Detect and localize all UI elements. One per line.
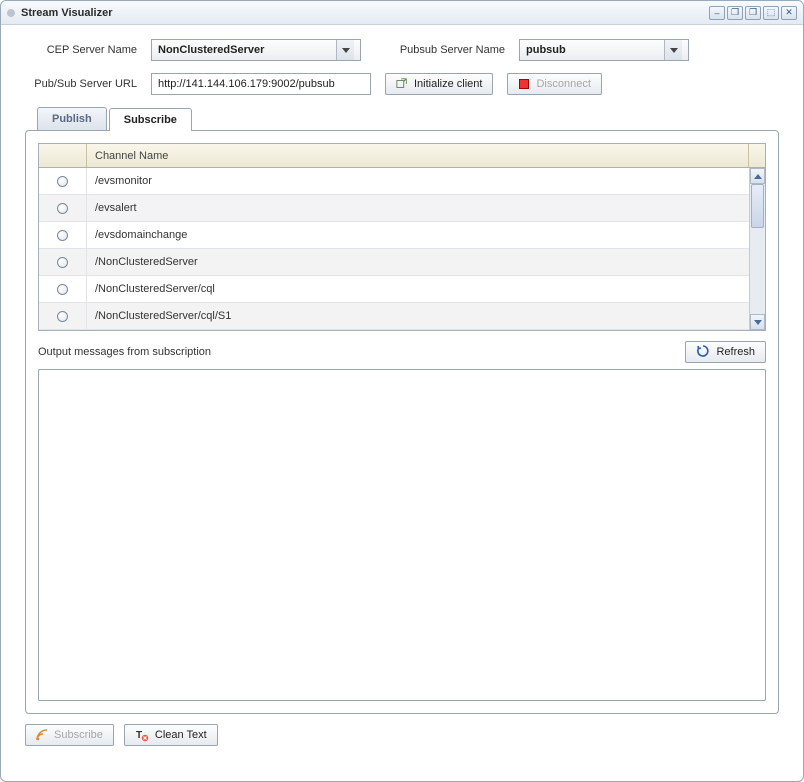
tab-panel-subscribe: Channel Name /evsmonitor/evsalert/evsdom… [25, 130, 779, 714]
table-header-channel: Channel Name [87, 144, 749, 167]
window: Stream Visualizer – ❐ ❐ ⬚ ✕ CEP Server N… [0, 0, 804, 782]
tab-publish[interactable]: Publish [37, 107, 107, 130]
subscribe-label: Subscribe [54, 729, 103, 741]
row-radio-cell[interactable] [39, 222, 87, 248]
refresh-button[interactable]: Refresh [685, 341, 766, 363]
clean-text-button[interactable]: T Clean Text [124, 724, 218, 746]
window-controls: – ❐ ❐ ⬚ ✕ [709, 6, 797, 20]
output-header-row: Output messages from subscription Refres… [38, 341, 766, 363]
stop-icon [518, 78, 530, 90]
table-row[interactable]: /NonClusteredServer [39, 249, 765, 276]
scroll-down-icon[interactable] [750, 314, 765, 330]
row-radio-cell[interactable] [39, 249, 87, 275]
channel-name-cell: /NonClusteredServer [87, 256, 765, 268]
pubsub-server-label: Pubsub Server Name [375, 44, 505, 56]
disconnect-button[interactable]: Disconnect [507, 73, 601, 95]
subscribe-button[interactable]: Subscribe [25, 724, 114, 746]
titlebar: Stream Visualizer – ❐ ❐ ⬚ ✕ [1, 1, 803, 25]
form-row-url: Pub/Sub Server URL http://141.144.106.17… [21, 73, 783, 95]
output-label: Output messages from subscription [38, 346, 211, 358]
close-icon[interactable]: ✕ [781, 6, 797, 20]
table-row[interactable]: /evsdomainchange [39, 222, 765, 249]
channel-name-cell: /NonClusteredServer/cql/S1 [87, 310, 765, 322]
vertical-scrollbar[interactable] [749, 168, 765, 330]
refresh-icon [696, 344, 710, 361]
pubsub-server-value: pubsub [526, 44, 664, 56]
radio-icon[interactable] [57, 284, 68, 295]
channel-name-cell: /evsmonitor [87, 175, 765, 187]
url-label: Pub/Sub Server URL [21, 78, 137, 90]
table-header-row: Channel Name [39, 144, 765, 168]
output-textarea[interactable] [38, 369, 766, 701]
radio-icon[interactable] [57, 311, 68, 322]
radio-icon[interactable] [57, 203, 68, 214]
app-icon [7, 9, 15, 17]
scroll-up-icon[interactable] [750, 168, 765, 184]
tab-bar: Publish Subscribe [37, 107, 783, 130]
table-row[interactable]: /evsmonitor [39, 168, 765, 195]
svg-text:T: T [136, 730, 142, 741]
radio-icon[interactable] [57, 257, 68, 268]
content: CEP Server Name NonClusteredServer Pubsu… [1, 25, 803, 756]
cep-server-select[interactable]: NonClusteredServer [151, 39, 361, 61]
radio-icon[interactable] [57, 230, 68, 241]
maximize-icon[interactable]: ⬚ [763, 6, 779, 20]
refresh-label: Refresh [716, 346, 755, 358]
row-radio-cell[interactable] [39, 168, 87, 194]
initialize-client-label: Initialize client [414, 78, 482, 90]
radio-icon[interactable] [57, 176, 68, 187]
clean-text-icon: T [135, 728, 149, 742]
chevron-down-icon [336, 40, 354, 60]
pubsub-server-select[interactable]: pubsub [519, 39, 689, 61]
table-header-scroll-gap [749, 144, 765, 167]
table-row[interactable]: /NonClusteredServer/cql/S1 [39, 303, 765, 330]
minimize-icon[interactable]: – [709, 6, 725, 20]
url-value: http://141.144.106.179:9002/pubsub [158, 78, 335, 90]
row-radio-cell[interactable] [39, 303, 87, 329]
restore2-icon[interactable]: ❐ [745, 6, 761, 20]
initialize-client-button[interactable]: Initialize client [385, 73, 493, 95]
row-radio-cell[interactable] [39, 195, 87, 221]
channel-table: Channel Name /evsmonitor/evsalert/evsdom… [38, 143, 766, 331]
chevron-down-icon [664, 40, 682, 60]
url-input[interactable]: http://141.144.106.179:9002/pubsub [151, 73, 371, 95]
initialize-icon [396, 78, 408, 90]
row-radio-cell[interactable] [39, 276, 87, 302]
window-title: Stream Visualizer [21, 7, 113, 19]
cep-server-value: NonClusteredServer [158, 44, 336, 56]
table-body: /evsmonitor/evsalert/evsdomainchange/Non… [39, 168, 765, 330]
table-row[interactable]: /NonClusteredServer/cql [39, 276, 765, 303]
restore1-icon[interactable]: ❐ [727, 6, 743, 20]
scroll-thumb[interactable] [751, 184, 764, 228]
tab-subscribe[interactable]: Subscribe [109, 108, 192, 131]
footer-buttons: Subscribe T Clean Text [25, 724, 779, 746]
channel-name-cell: /evsdomainchange [87, 229, 765, 241]
disconnect-label: Disconnect [536, 78, 590, 90]
table-header-radio [39, 144, 87, 167]
channel-name-cell: /NonClusteredServer/cql [87, 283, 765, 295]
scroll-track[interactable] [750, 184, 765, 314]
clean-text-label: Clean Text [155, 729, 207, 741]
cep-server-label: CEP Server Name [21, 44, 137, 56]
table-row[interactable]: /evsalert [39, 195, 765, 222]
subscribe-icon [36, 729, 48, 741]
channel-name-cell: /evsalert [87, 202, 765, 214]
form-row-servers: CEP Server Name NonClusteredServer Pubsu… [21, 39, 783, 61]
